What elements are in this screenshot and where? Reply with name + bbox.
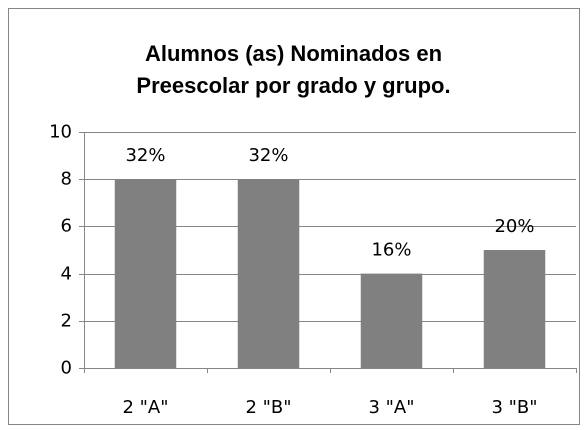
y-tick-label: 4 xyxy=(61,264,72,285)
x-tick-label: 2 "B" xyxy=(245,397,291,418)
x-tick-label: 2 "A" xyxy=(122,397,168,418)
title-box: Alumnos (as) Nominados en Preescolar por… xyxy=(0,38,587,102)
bar xyxy=(237,179,300,368)
x-tick-label: 3 "B" xyxy=(491,397,537,418)
y-tick-label: 0 xyxy=(61,358,72,379)
y-tick-label: 8 xyxy=(61,169,72,190)
bar xyxy=(360,273,423,368)
y-tick-label: 6 xyxy=(61,216,72,237)
value-label: 32% xyxy=(248,145,288,166)
x-tick-label: 3 "A" xyxy=(368,397,414,418)
y-tick-label: 2 xyxy=(61,311,72,332)
bar xyxy=(483,250,546,368)
chart-title: Alumnos (as) Nominados en Preescolar por… xyxy=(136,41,451,98)
value-label: 32% xyxy=(125,145,165,166)
y-tick-label: 10 xyxy=(49,122,72,143)
bar xyxy=(114,179,177,368)
value-label: 20% xyxy=(494,216,534,237)
value-label: 16% xyxy=(371,240,411,261)
